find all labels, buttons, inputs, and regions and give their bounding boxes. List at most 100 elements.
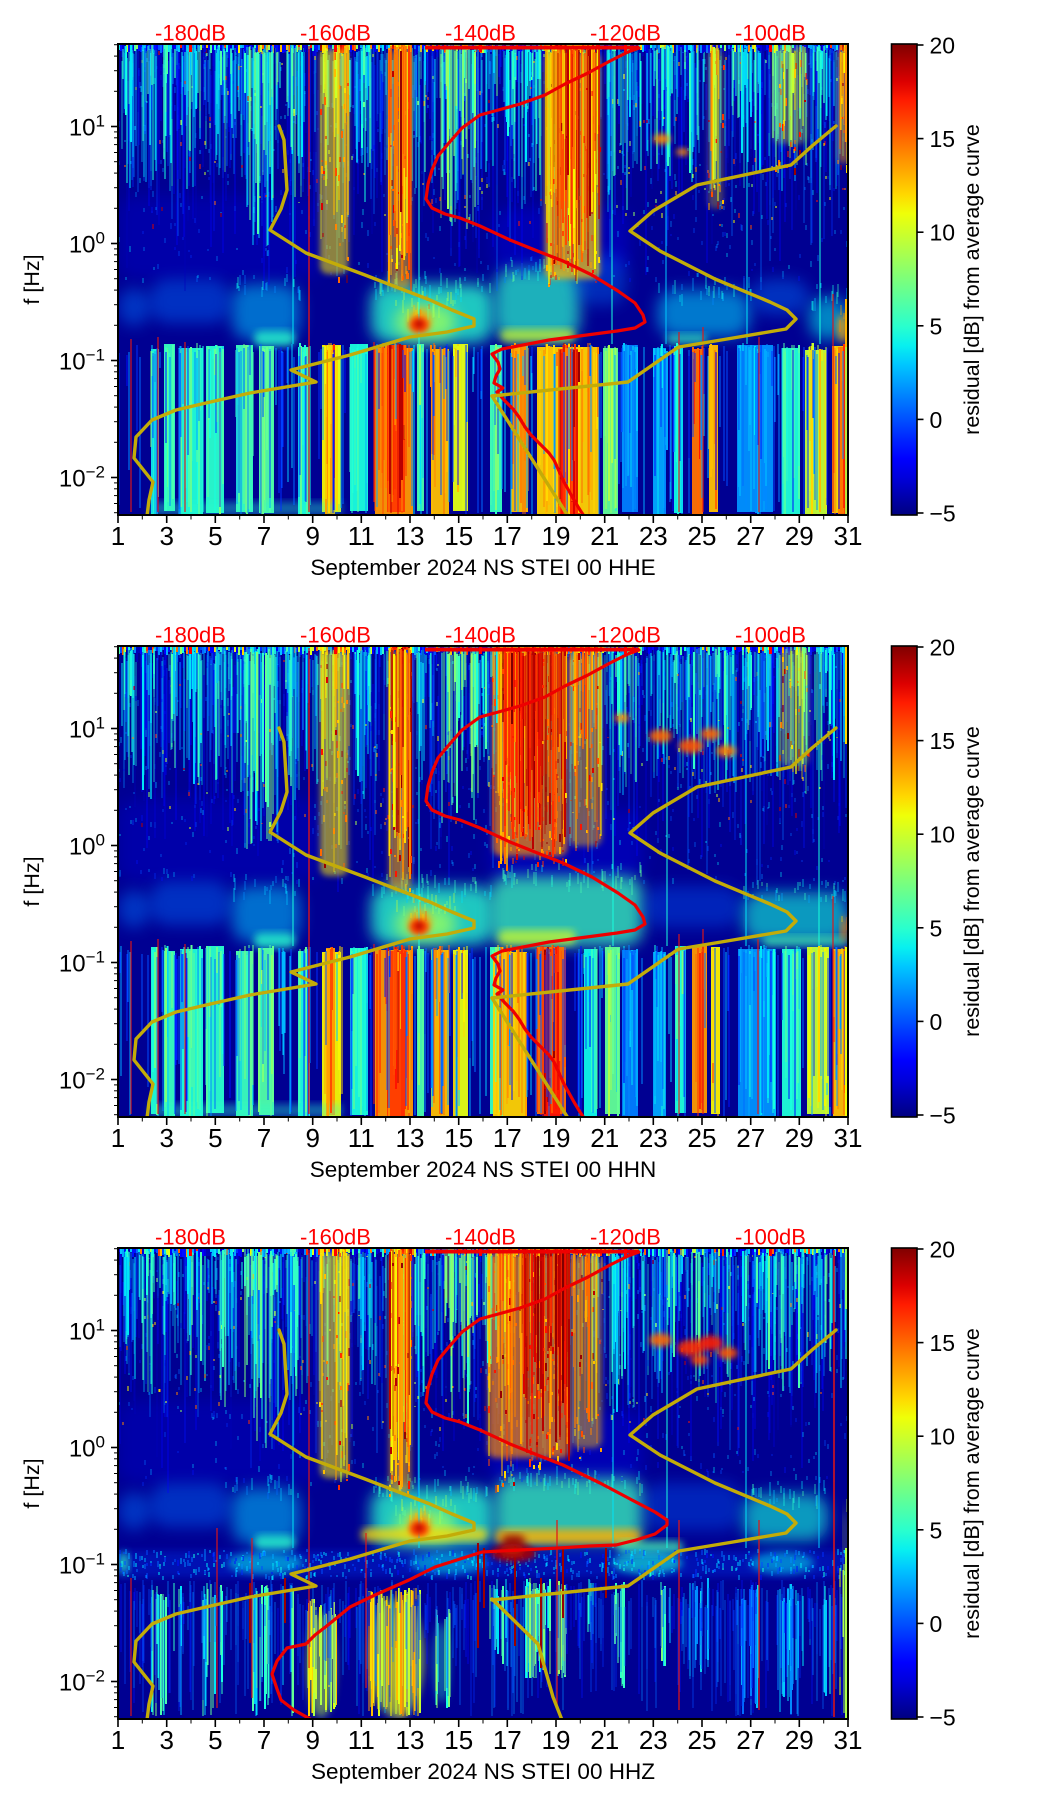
svg-text:13: 13: [396, 1725, 425, 1755]
svg-text:September 2024 NS STEI 00 HHZ: September 2024 NS STEI 00 HHZ: [311, 1759, 655, 1784]
svg-text:10−1: 10−1: [59, 1550, 105, 1580]
svg-text:31: 31: [834, 1725, 863, 1755]
svg-text:23: 23: [639, 1725, 668, 1755]
svg-text:15: 15: [444, 1725, 473, 1755]
svg-text:10−2: 10−2: [59, 463, 105, 493]
svg-text:5: 5: [208, 1725, 222, 1755]
svg-text:-140dB: -140dB: [445, 21, 516, 46]
svg-text:−5: −5: [930, 1103, 956, 1129]
svg-text:10−2: 10−2: [59, 1667, 105, 1697]
svg-text:25: 25: [688, 1123, 717, 1153]
svg-text:21: 21: [590, 1123, 619, 1153]
svg-text:29: 29: [785, 1725, 814, 1755]
svg-text:0: 0: [930, 407, 943, 433]
svg-text:19: 19: [542, 1123, 571, 1153]
svg-text:25: 25: [688, 1725, 717, 1755]
svg-text:10: 10: [930, 822, 956, 848]
svg-text:29: 29: [785, 1123, 814, 1153]
svg-text:11: 11: [348, 1725, 375, 1755]
svg-text:21: 21: [590, 1725, 619, 1755]
svg-text:1: 1: [111, 521, 125, 551]
svg-text:f [Hz]: f [Hz]: [20, 1458, 44, 1508]
svg-text:10−2: 10−2: [59, 1065, 105, 1095]
svg-text:-120dB: -120dB: [590, 1225, 661, 1250]
svg-text:23: 23: [639, 521, 668, 551]
svg-text:101: 101: [69, 714, 105, 744]
svg-text:9: 9: [305, 521, 319, 551]
svg-text:15: 15: [444, 1123, 473, 1153]
svg-text:10−1: 10−1: [59, 346, 105, 376]
svg-text:-180dB: -180dB: [155, 21, 226, 46]
svg-text:11: 11: [348, 521, 375, 551]
svg-text:-100dB: -100dB: [735, 1225, 806, 1250]
svg-text:27: 27: [736, 1123, 765, 1153]
svg-text:21: 21: [590, 521, 619, 551]
svg-text:residual [dB] from average cur: residual [dB] from average curve: [960, 1328, 984, 1639]
svg-text:13: 13: [396, 1123, 425, 1153]
svg-text:13: 13: [396, 521, 425, 551]
svg-text:-180dB: -180dB: [155, 1225, 226, 1250]
svg-text:9: 9: [305, 1725, 319, 1755]
svg-text:15: 15: [930, 126, 956, 152]
svg-text:-100dB: -100dB: [735, 21, 806, 46]
svg-text:20: 20: [930, 1237, 956, 1263]
svg-text:-140dB: -140dB: [445, 623, 516, 648]
svg-text:10: 10: [930, 1424, 956, 1450]
svg-text:19: 19: [542, 1725, 571, 1755]
svg-text:-120dB: -120dB: [590, 21, 661, 46]
svg-text:23: 23: [639, 1123, 668, 1153]
svg-text:15: 15: [930, 1330, 956, 1356]
svg-text:f [Hz]: f [Hz]: [20, 254, 44, 304]
svg-text:3: 3: [159, 1123, 173, 1153]
svg-text:29: 29: [785, 521, 814, 551]
svg-text:27: 27: [736, 521, 765, 551]
svg-text:19: 19: [542, 521, 571, 551]
svg-text:September 2024 NS STEI 00 HHN: September 2024 NS STEI 00 HHN: [310, 1157, 656, 1182]
svg-text:7: 7: [257, 1725, 271, 1755]
svg-text:5: 5: [208, 521, 222, 551]
svg-text:101: 101: [69, 1316, 105, 1346]
svg-text:101: 101: [69, 112, 105, 142]
svg-text:20: 20: [930, 33, 956, 59]
svg-text:3: 3: [159, 1725, 173, 1755]
svg-text:1: 1: [111, 1725, 125, 1755]
svg-text:25: 25: [688, 521, 717, 551]
svg-text:-160dB: -160dB: [300, 21, 371, 46]
svg-text:7: 7: [257, 1123, 271, 1153]
svg-text:15: 15: [930, 728, 956, 754]
svg-text:−5: −5: [930, 1705, 956, 1731]
svg-text:5: 5: [930, 915, 943, 941]
svg-text:September 2024 NS STEI 00 HHE: September 2024 NS STEI 00 HHE: [310, 555, 655, 580]
svg-text:7: 7: [257, 521, 271, 551]
svg-text:31: 31: [834, 521, 863, 551]
svg-text:f [Hz]: f [Hz]: [20, 856, 44, 906]
svg-text:5: 5: [930, 1517, 943, 1543]
svg-text:-160dB: -160dB: [300, 1225, 371, 1250]
svg-text:15: 15: [444, 521, 473, 551]
svg-text:-180dB: -180dB: [155, 623, 226, 648]
svg-text:20: 20: [930, 635, 956, 661]
svg-text:3: 3: [159, 521, 173, 551]
svg-text:−5: −5: [930, 501, 956, 527]
svg-text:-140dB: -140dB: [445, 1225, 516, 1250]
svg-text:-120dB: -120dB: [590, 623, 661, 648]
svg-text:11: 11: [348, 1123, 375, 1153]
svg-text:17: 17: [493, 1725, 522, 1755]
svg-text:-160dB: -160dB: [300, 623, 371, 648]
svg-text:17: 17: [493, 521, 522, 551]
svg-text:5: 5: [930, 313, 943, 339]
svg-text:10: 10: [930, 220, 956, 246]
svg-text:100: 100: [69, 229, 105, 259]
svg-text:0: 0: [930, 1009, 943, 1035]
svg-text:31: 31: [834, 1123, 863, 1153]
svg-text:10−1: 10−1: [59, 948, 105, 978]
svg-text:27: 27: [736, 1725, 765, 1755]
svg-text:9: 9: [305, 1123, 319, 1153]
svg-text:residual [dB] from average cur: residual [dB] from average curve: [960, 726, 984, 1037]
svg-text:100: 100: [69, 831, 105, 861]
svg-text:100: 100: [69, 1433, 105, 1463]
svg-text:-100dB: -100dB: [735, 623, 806, 648]
svg-text:0: 0: [930, 1611, 943, 1637]
svg-text:1: 1: [111, 1123, 125, 1153]
svg-text:residual [dB] from average cur: residual [dB] from average curve: [960, 124, 984, 435]
